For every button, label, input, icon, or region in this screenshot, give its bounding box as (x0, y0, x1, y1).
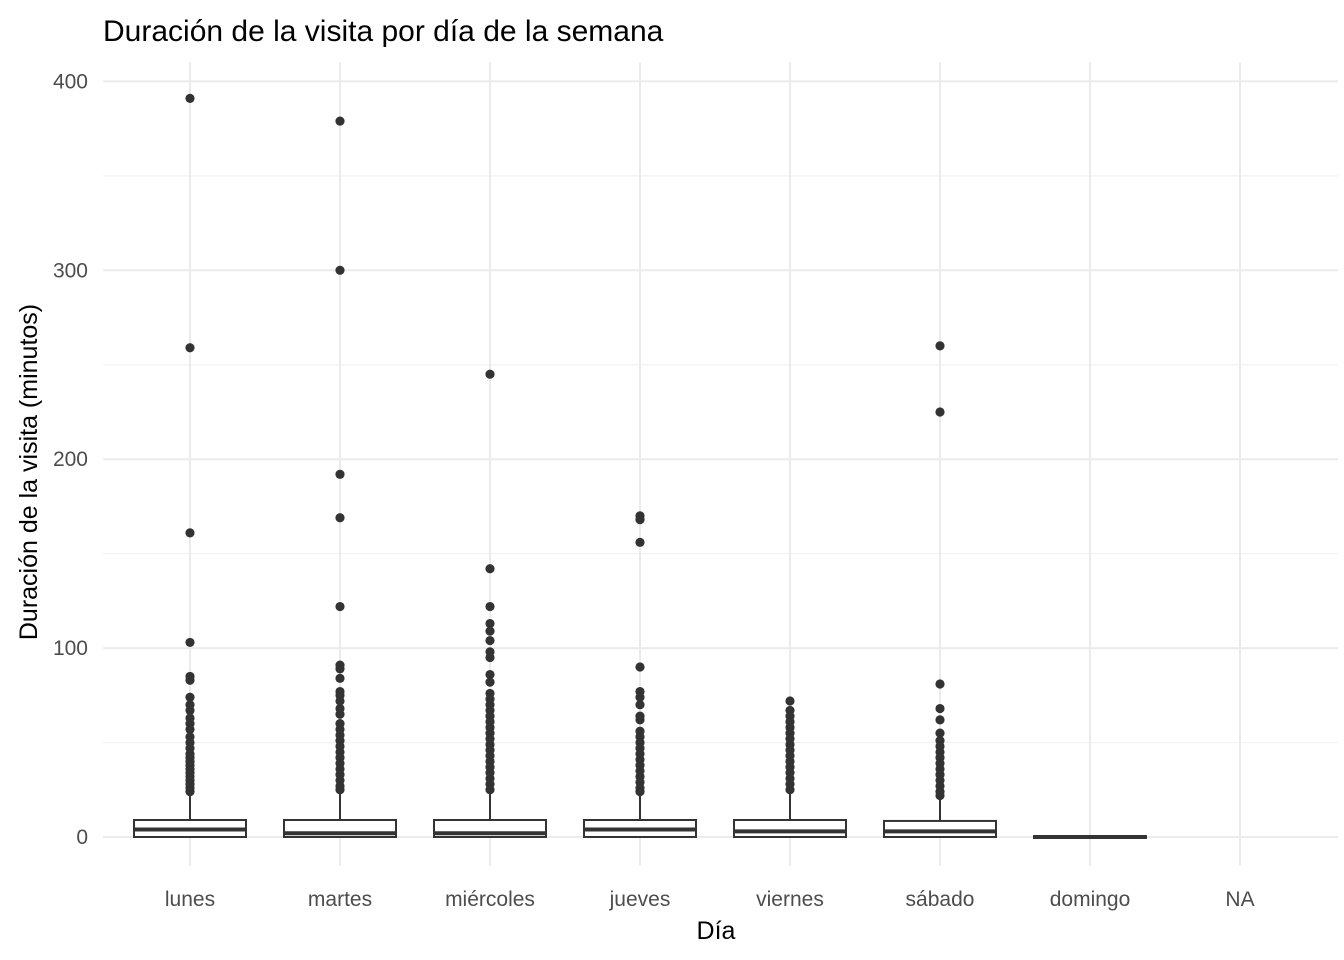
outlier-point (635, 662, 645, 672)
outlier-point (485, 618, 495, 629)
box-group (733, 696, 847, 839)
y-axis-title: Duración de la visita (minutos) (15, 304, 43, 640)
box-group (583, 511, 697, 839)
outlier-point (335, 116, 345, 126)
box-group (1033, 835, 1147, 839)
outlier-point (935, 703, 945, 714)
box-group (883, 341, 997, 838)
box-group (283, 116, 397, 839)
x-tick-label: sábado (906, 888, 975, 911)
outlier-point (935, 728, 945, 738)
outlier-point (185, 724, 195, 734)
y-tick-label: 200 (53, 448, 88, 471)
outlier-point (635, 692, 645, 702)
grid-layer (103, 62, 1338, 866)
outlier-point (485, 564, 495, 574)
y-tick-label: 400 (53, 70, 88, 93)
outlier-point (935, 679, 945, 689)
outlier-point (335, 664, 345, 674)
outlier-point (335, 696, 345, 706)
box-group (433, 369, 547, 839)
outlier-point (185, 692, 195, 702)
outlier-point (935, 790, 945, 801)
x-tick-label: jueves (609, 888, 671, 911)
outlier-point (335, 785, 345, 795)
outlier-point (485, 669, 495, 680)
x-tick-label: martes (308, 888, 372, 911)
outlier-point (635, 787, 645, 797)
y-tick-label: 0 (76, 826, 88, 849)
axis-layer: 0 100 200 300 400 lunes martes miércoles jueves v… (53, 70, 1255, 911)
outlier-point (185, 675, 195, 685)
outlier-point (485, 601, 495, 612)
x-tick-label: NA (1225, 888, 1254, 911)
x-tick-label: domingo (1050, 888, 1131, 911)
outlier-point (335, 265, 345, 275)
outlier-point (785, 696, 795, 706)
x-tick-label: lunes (165, 888, 215, 911)
outlier-point (485, 677, 495, 687)
outlier-point (935, 715, 945, 725)
outlier-point (185, 528, 195, 538)
chart-title: Duración de la visita por día de la sema… (103, 15, 664, 48)
y-tick-label: 100 (53, 637, 88, 660)
y-tick-label: 300 (53, 259, 88, 282)
outlier-point (635, 537, 645, 547)
outlier-point (335, 469, 345, 479)
outlier-point (185, 787, 195, 797)
marks-layer (133, 93, 1147, 839)
box-iqr (883, 819, 997, 838)
outlier-point (635, 700, 645, 710)
outlier-point (185, 93, 195, 104)
outlier-point (485, 652, 495, 663)
x-tick-label: viernes (756, 888, 824, 911)
outlier-point (485, 626, 495, 636)
outlier-point (335, 601, 345, 612)
outlier-point (185, 637, 195, 648)
outlier-point (485, 369, 495, 379)
x-axis-title: Día (697, 917, 736, 945)
box-iqr (733, 818, 847, 839)
box-group (133, 93, 247, 839)
outlier-point (635, 715, 645, 725)
outlier-point (635, 515, 645, 525)
outlier-point (185, 705, 195, 716)
outlier-point (935, 407, 945, 417)
outlier-point (185, 343, 195, 353)
outlier-point (485, 635, 495, 646)
outlier-point (335, 673, 345, 683)
outlier-point (335, 709, 345, 719)
outlier-point (335, 513, 345, 523)
outlier-point (785, 785, 795, 795)
outlier-point (485, 785, 495, 795)
outlier-point (935, 341, 945, 351)
x-tick-label: miércoles (445, 888, 535, 911)
